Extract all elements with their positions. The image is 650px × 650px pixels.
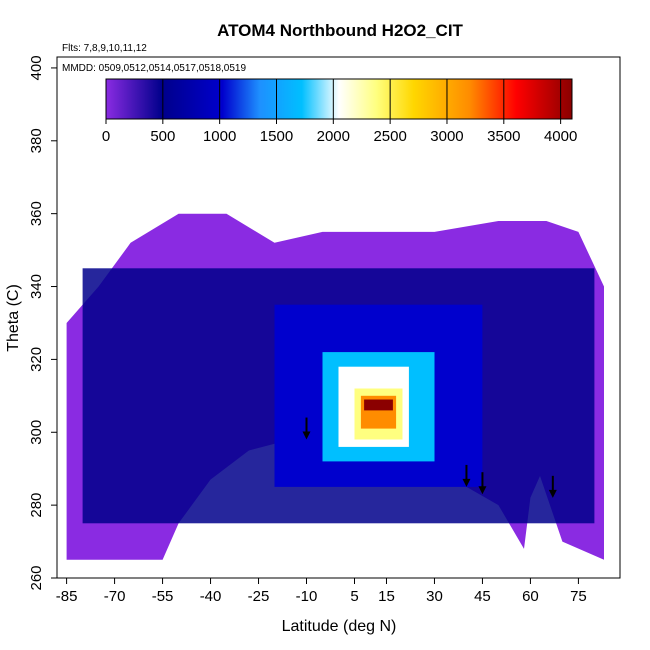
- chart-title: ATOM4 Northbound H2O2_CIT: [217, 21, 463, 40]
- y-axis-label: Theta (C): [5, 284, 22, 352]
- y-tick-label: 260: [28, 565, 45, 590]
- dates-annotation: MMDD: 0509,0512,0514,0517,0518,0519: [62, 63, 246, 74]
- arrow-markers: [302, 417, 557, 498]
- x-axis: -85 -70 -55 -40 -25 -10 5 15 30 45 60 75: [56, 578, 587, 605]
- colorbar-tick-label: 2500: [373, 128, 406, 145]
- y-tick-label: 380: [28, 128, 45, 153]
- y-tick-label: 300: [28, 420, 45, 445]
- y-tick-label: 400: [28, 55, 45, 80]
- colorbar-tick-label: 500: [150, 128, 175, 145]
- heatmap-cell: [364, 399, 393, 411]
- x-axis-label: Latitude (deg N): [282, 618, 397, 635]
- colorbar: 0 500 1000 1500 2000 2500 3000 3500 4000: [102, 78, 577, 145]
- colorbar-tick-label: 4000: [544, 128, 577, 145]
- x-tick-label: 5: [350, 588, 358, 605]
- arrow-head: [462, 478, 471, 487]
- arrow-head: [478, 486, 487, 495]
- flights-annotation: Flts: 7,8,9,10,11,12: [62, 43, 147, 54]
- colorbar-tick-label: 2000: [317, 128, 350, 145]
- x-tick-label: -55: [152, 588, 174, 605]
- y-tick-label: 280: [28, 493, 45, 518]
- colorbar-tick-label: 1500: [260, 128, 293, 145]
- x-tick-label: -10: [296, 588, 318, 605]
- colorbar-tick-label: 3500: [487, 128, 520, 145]
- x-tick-label: 30: [426, 588, 443, 605]
- x-tick-label: 60: [522, 588, 539, 605]
- x-tick-label: -40: [200, 588, 222, 605]
- x-tick-label: 15: [378, 588, 395, 605]
- arrow-head: [302, 431, 311, 440]
- y-tick-label: 360: [28, 201, 45, 226]
- colorbar-tick-label: 0: [102, 128, 110, 145]
- arrow-head: [548, 489, 557, 498]
- x-tick-label: 45: [474, 588, 491, 605]
- x-tick-label: -85: [56, 588, 78, 605]
- plot-frame: [56, 56, 621, 579]
- heatmap-field: [66, 213, 605, 560]
- x-tick-label: -70: [104, 588, 126, 605]
- x-tick-label: -25: [248, 588, 270, 605]
- y-tick-label: 320: [28, 347, 45, 372]
- colorbar-tick-label: 1000: [203, 128, 236, 145]
- y-tick-label: 340: [28, 274, 45, 299]
- y-axis: 260 280 300 320 340 360 380 400: [28, 55, 57, 591]
- colorbar-ticks: 0 500 1000 1500 2000 2500 3000 3500 4000: [102, 79, 577, 145]
- x-tick-label: 75: [570, 588, 587, 605]
- colorbar-tick-label: 3000: [430, 128, 463, 145]
- colorbar-gradient: [105, 78, 573, 120]
